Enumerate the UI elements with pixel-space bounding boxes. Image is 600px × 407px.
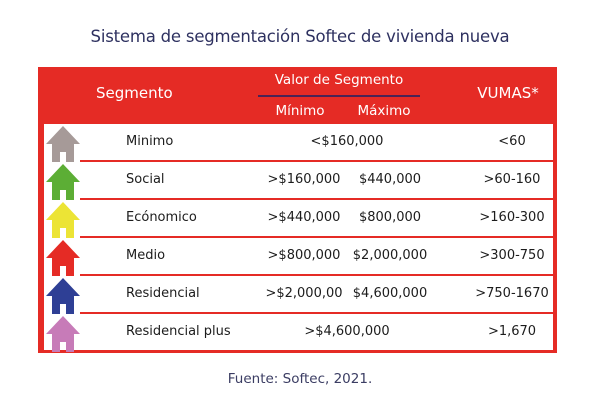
table-row: Ecónomico >$440,000 $800,000 >160-300	[44, 200, 553, 238]
segment-vumas: >300-750	[479, 248, 545, 263]
segment-name: Residencial	[126, 286, 200, 301]
segment-name: Minimo	[126, 134, 174, 149]
page-title: Sistema de segmentación Softec de vivien…	[90, 27, 510, 46]
segment-value: <$160,000	[310, 134, 384, 149]
segment-max: $800,000	[358, 210, 422, 225]
segment-vumas: >60-160	[483, 172, 541, 187]
house-icon	[46, 316, 80, 352]
row-divider	[80, 236, 553, 238]
row-divider	[80, 312, 553, 314]
house-icon	[46, 126, 80, 162]
header-segmento: Segmento	[96, 84, 173, 102]
source-caption: Fuente: Softec, 2021.	[227, 371, 373, 387]
segment-min: >$2,000,00	[265, 286, 343, 301]
house-icon	[46, 240, 80, 276]
segment-name: Residencial plus	[126, 324, 231, 339]
segment-min: >$440,000	[267, 210, 341, 225]
segmentation-table: Segmento Valor de Segmento Mínimo Máximo…	[38, 67, 557, 353]
house-icon	[46, 202, 80, 238]
table-row: Social >$160,000 $440,000 >60-160	[44, 162, 553, 200]
table-row: Minimo <$160,000 <60	[44, 124, 553, 162]
header-divider	[258, 95, 420, 97]
table-row: Residencial >$2,000,00 $4,600,000 >750-1…	[44, 276, 553, 314]
table-body: Minimo <$160,000 <60 Social >$160,000 $4…	[44, 124, 553, 352]
segment-max: $440,000	[358, 172, 422, 187]
segment-max: $4,600,000	[352, 286, 428, 301]
segment-value: >$4,600,000	[304, 324, 390, 339]
table-header: Segmento Valor de Segmento Mínimo Máximo…	[38, 67, 557, 124]
segment-vumas: <60	[498, 134, 526, 149]
header-minimo: Mínimo	[275, 103, 325, 119]
row-divider	[80, 160, 553, 162]
table-row: Residencial plus >$4,600,000 >1,670	[44, 314, 553, 352]
segment-name: Social	[126, 172, 165, 187]
segment-name: Ecónomico	[126, 210, 197, 225]
house-icon	[46, 278, 80, 314]
segment-max: $2,000,000	[352, 248, 428, 263]
house-icon	[46, 164, 80, 200]
row-divider	[80, 198, 553, 200]
table-row: Medio >$800,000 $2,000,000 >300-750	[44, 238, 553, 276]
segment-min: >$800,000	[267, 248, 341, 263]
row-divider	[80, 274, 553, 276]
segment-vumas: >750-1670	[475, 286, 549, 301]
segment-vumas: >1,670	[487, 324, 537, 339]
header-maximo: Máximo	[357, 103, 411, 119]
segment-name: Medio	[126, 248, 166, 263]
header-valor-segmento: Valor de Segmento	[274, 72, 404, 88]
segment-vumas: >160-300	[479, 210, 545, 225]
header-vumas: VUMAS*	[477, 84, 539, 102]
segment-min: >$160,000	[267, 172, 341, 187]
